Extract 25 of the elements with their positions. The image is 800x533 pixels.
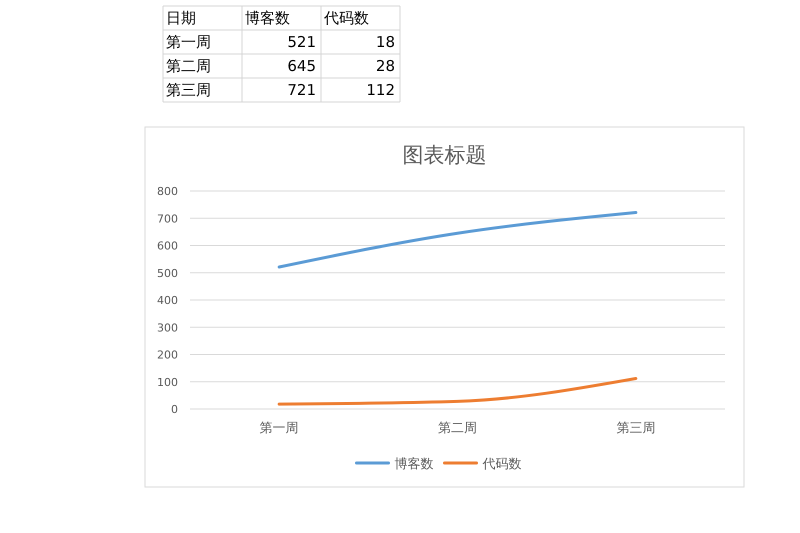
y-tick-label: 600 — [157, 240, 178, 252]
legend-label: 博客数 — [394, 456, 434, 472]
y-tick-label: 400 — [157, 294, 178, 307]
y-tick-label: 200 — [157, 348, 178, 362]
annotation: 日期 — [166, 9, 196, 27]
data-label: 18 — [376, 33, 395, 51]
data-label: 721 — [287, 81, 316, 99]
y-tick-label: 500 — [157, 266, 178, 280]
x-tick-label: 第二周 — [438, 421, 477, 436]
y-tick-label: 800 — [157, 185, 178, 198]
y-tick-label: 100 — [157, 376, 178, 389]
legend-label: 代码数 — [482, 457, 522, 472]
y-tick-label: 第一周 — [166, 33, 211, 51]
data-label: 112 — [366, 81, 395, 99]
y-tick-label: 700 — [157, 212, 178, 226]
data-label: 645 — [287, 57, 316, 75]
y-tick-label: 第三周 — [166, 81, 211, 99]
y-tick-label: 300 — [157, 321, 178, 334]
data-label: 28 — [376, 57, 395, 75]
x-tick-label: 第三周 — [616, 421, 656, 436]
y-tick-label: 0 — [171, 403, 178, 416]
y-tick-label: 第二周 — [166, 57, 211, 75]
data-label: 521 — [287, 33, 316, 51]
x-tick-label: 第一周 — [260, 421, 299, 436]
chart-title: 图表标题 — [402, 143, 486, 167]
